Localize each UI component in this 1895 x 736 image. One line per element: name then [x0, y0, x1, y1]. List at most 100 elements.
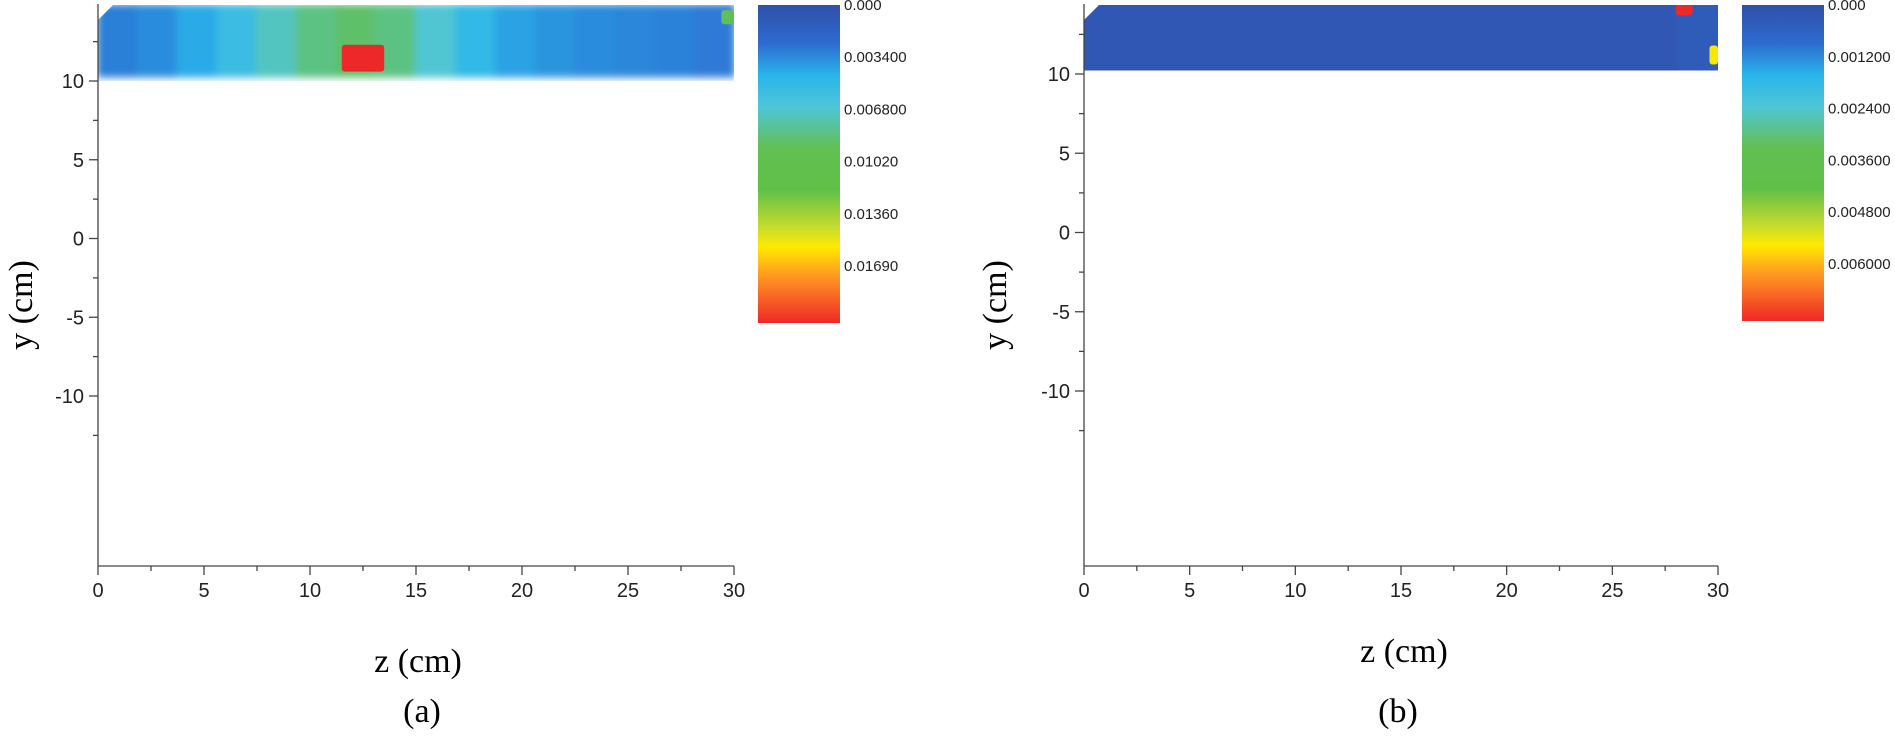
heat-cell: [1201, 5, 1244, 71]
x-tick-label: 25: [617, 580, 639, 602]
heat-cell: [256, 5, 298, 78]
x-tick-label: 0: [92, 580, 103, 602]
heatmap-b-top-band: [1084, 5, 1718, 71]
heat-cell: [693, 399, 735, 472]
x-tick-label: 30: [1707, 580, 1729, 602]
colorbar-a: 0.000 0.003400 0.006800 0.01020 0.01360 0.016…: [758, 0, 907, 323]
colorbar-label: 0.01360: [844, 206, 898, 223]
heatmap-a-bottom-band: [97, 399, 735, 472]
x-tick-label: 10: [1284, 580, 1306, 602]
x-tick-label: 20: [511, 580, 533, 602]
colorbar-label: 0.01020: [844, 154, 898, 171]
heat-cell: [1598, 5, 1640, 71]
heat-cell: [375, 399, 417, 472]
y-tick-label: -10: [1041, 381, 1070, 403]
heat-cell: [1241, 5, 1284, 71]
heat-cell: [454, 5, 497, 78]
colorbar-a-gradient: [758, 5, 840, 323]
heat-cell: [1360, 5, 1402, 71]
heat-cell: [495, 399, 537, 472]
heat-cell: [1479, 5, 1521, 71]
heat-cell: [98, 5, 139, 78]
x-tick-label: 15: [1390, 580, 1412, 602]
colorbar-label: 0.01690: [844, 258, 898, 275]
y-tick-label: 5: [1059, 143, 1070, 165]
x-axis-title-a: z (cm): [374, 643, 462, 680]
colorbar-label: 0.003400: [844, 49, 907, 66]
heat-cell: [653, 5, 696, 78]
y-tick-label: -5: [1052, 302, 1070, 324]
x-tick-label: 5: [198, 580, 209, 602]
heat-cell: [1400, 395, 1442, 469]
heat-cell: [415, 5, 457, 78]
heat-cell: [176, 5, 219, 78]
colorbar-label: 0.001200: [1828, 49, 1891, 66]
y-tick-label: 10: [1048, 64, 1070, 86]
x-tick-label: 10: [299, 580, 321, 602]
heat-cell: [1321, 395, 1363, 469]
hotspot: [1675, 5, 1693, 16]
x-tick-label: 15: [405, 580, 427, 602]
corner-spot: [1705, 401, 1718, 420]
heat-cell: [256, 399, 298, 472]
heat-cell: [1084, 5, 1125, 71]
colorbar-label: 0.006000: [1828, 256, 1891, 273]
heat-cell: [1202, 395, 1244, 469]
heat-cell: [1320, 5, 1363, 71]
heat-cell: [1479, 395, 1521, 469]
y-tick-label: 10: [62, 71, 84, 93]
heat-cell: [1242, 395, 1284, 469]
heat-cell: [1162, 5, 1204, 71]
band-corner-cut-a: [98, 4, 114, 20]
corner-spot: [717, 454, 734, 467]
heat-cell: [97, 399, 139, 472]
heat-cell: [614, 399, 656, 472]
heat-cell: [1677, 395, 1719, 469]
axes-b: 0 5 10 15 20 25 30 10 5 0 -5 -10: [1041, 4, 1729, 602]
heat-cell: [1558, 5, 1601, 71]
heat-cell: [136, 5, 179, 78]
x-tick-label: 30: [723, 580, 745, 602]
heat-cell: [1162, 395, 1204, 469]
y-axis-title-a: y (cm): [3, 260, 40, 350]
heat-cell: [216, 5, 259, 78]
colorbar-label: 0.006800: [844, 101, 907, 118]
y-axis-title-b: y (cm): [977, 260, 1014, 350]
heat-cell: [574, 399, 616, 472]
panel-a: 0 5 10 15 20 25 30 10 5 0 -5 -10 z (cm) y (cm) (a)…: [3, 0, 907, 730]
heat-cell: [534, 399, 576, 472]
colorbar-label: 0.000: [1828, 0, 1866, 14]
heat-cell: [216, 399, 258, 472]
x-tick-label: 5: [1184, 580, 1195, 602]
heat-cell: [613, 5, 656, 78]
axes-a: 0 5 10 15 20 25 30 10 5 0 -5 -10: [55, 4, 745, 602]
heat-cell: [654, 399, 696, 472]
heat-cell: [137, 399, 179, 472]
heat-cell: [1439, 5, 1482, 71]
corner-spot: [721, 10, 734, 25]
heatmap-b-bottom-band: [1083, 395, 1719, 469]
y-tick-label: 0: [1059, 223, 1070, 245]
heat-cell: [1360, 395, 1402, 469]
x-tick-label: 25: [1601, 580, 1623, 602]
heat-cell: [1281, 395, 1323, 469]
panel-caption-a: (a): [403, 693, 441, 730]
heat-cell: [336, 399, 378, 472]
heat-cell: [1122, 5, 1165, 71]
y-tick-label: -5: [66, 307, 84, 329]
heat-cell: [1400, 5, 1442, 71]
heat-cell: [1559, 395, 1601, 469]
colorbar-label: 0.003600: [1828, 152, 1891, 169]
y-tick-label: -10: [55, 386, 84, 408]
x-tick-label: 20: [1496, 580, 1518, 602]
colorbar-b-gradient: [1742, 5, 1824, 321]
heat-cell: [295, 5, 338, 78]
heat-cell: [1637, 5, 1680, 71]
heat-cell: [1281, 5, 1323, 71]
heat-cell: [494, 5, 537, 78]
heat-cell: [455, 399, 497, 472]
colorbar-label: 0.000: [844, 0, 882, 14]
x-tick-label: 0: [1078, 580, 1089, 602]
heat-cell: [296, 399, 338, 472]
